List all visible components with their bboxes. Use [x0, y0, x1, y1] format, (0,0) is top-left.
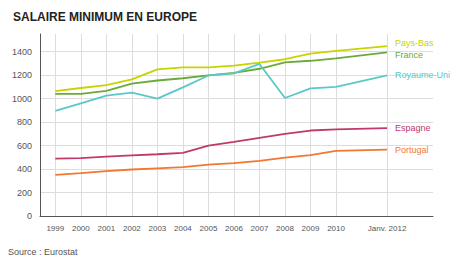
svg-text:2008: 2008: [276, 224, 294, 233]
svg-text:1400: 1400: [12, 47, 32, 57]
svg-text:2002: 2002: [123, 224, 141, 233]
svg-text:2003: 2003: [148, 224, 166, 233]
svg-text:400: 400: [17, 164, 32, 174]
svg-text:2000: 2000: [72, 224, 90, 233]
svg-text:200: 200: [17, 188, 32, 198]
svg-text:Royaume-Uni: Royaume-Uni: [395, 70, 450, 80]
svg-text:2004: 2004: [174, 224, 192, 233]
svg-text:2001: 2001: [97, 224, 115, 233]
svg-text:SALAIRE MINIMUM EN EUROPE: SALAIRE MINIMUM EN EUROPE: [13, 10, 197, 24]
svg-text:1999: 1999: [46, 224, 64, 233]
svg-text:Janv. 2012: Janv. 2012: [368, 224, 407, 233]
svg-text:Source : Eurostat: Source : Eurostat: [8, 247, 78, 257]
svg-text:France: France: [395, 50, 423, 60]
svg-text:Espagne: Espagne: [395, 123, 431, 133]
svg-text:2006: 2006: [225, 224, 243, 233]
svg-text:1200: 1200: [12, 70, 32, 80]
svg-text:1000: 1000: [12, 94, 32, 104]
svg-text:2009: 2009: [302, 224, 320, 233]
svg-text:Pays-Bas: Pays-Bas: [395, 38, 434, 48]
svg-text:0: 0: [27, 211, 32, 221]
svg-text:600: 600: [17, 141, 32, 151]
svg-text:Portugal: Portugal: [395, 145, 429, 155]
svg-text:800: 800: [17, 117, 32, 127]
svg-text:2010: 2010: [327, 224, 345, 233]
svg-text:2007: 2007: [251, 224, 269, 233]
svg-text:2005: 2005: [200, 224, 218, 233]
